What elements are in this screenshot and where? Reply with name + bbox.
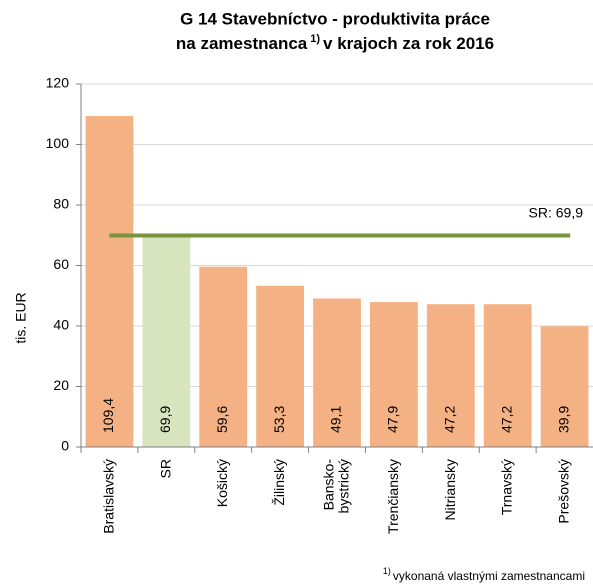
x-tick-label-line: SR [157,459,173,478]
bar [313,298,361,447]
value-label: 47,2 [498,406,514,433]
value-label: 39,9 [555,406,571,433]
title-superscript: 1) [310,33,320,45]
y-tick-label: 80 [53,196,69,212]
y-tick-label: 100 [46,135,70,151]
footnote-marker: 1) [383,566,391,576]
bar [369,302,418,447]
x-tick-label: Trenčiansky [385,459,401,534]
bar [199,266,248,447]
value-label: 59,6 [214,406,230,433]
bar [142,235,191,447]
chart-title-line1: G 14 Stavebníctvo - produktivita práce [180,9,490,28]
x-tick-label-line: Žilinský [271,459,287,506]
bar [426,304,475,447]
bar [483,304,532,447]
value-label: 47,9 [385,406,401,433]
footnote: 1) vykonaná vlastnými zamestnancami [383,566,585,583]
x-tick-label: Prešovský [555,459,571,524]
reference-label: SR: 69,9 [529,204,584,220]
x-tick-label-line: Trenčiansky [385,459,401,534]
x-tick-label-line: Bansko- [320,459,336,511]
title-part: na zamestnanca [176,34,308,53]
x-tick-label-line: Košický [214,459,230,507]
bar [256,285,305,447]
y-tick-label: 120 [46,75,70,91]
y-tick-label: 40 [53,317,69,333]
bar [540,326,589,447]
x-tick-label-line: Bratislavský [100,459,116,534]
y-tick-label: 20 [53,377,69,393]
value-label: 53,3 [271,406,287,433]
x-tick-label-line: Trnavský [498,459,514,515]
x-tick-label-line: Prešovský [555,459,571,524]
x-tick-label-line: Nitriansky [441,459,457,520]
x-tick-label: SR [157,459,173,478]
y-axis-label: tis. EUR [13,292,29,343]
y-tick-label: 60 [53,256,69,272]
title-part: v krajoch za rok 2016 [323,34,494,53]
x-tick-label: Trnavský [498,459,514,515]
x-tick-label-line: bystrický [335,459,351,513]
value-label: 49,1 [328,406,344,433]
bar [85,116,134,447]
value-label: 47,2 [441,406,457,433]
x-tick-label: Bansko-bystrický [320,459,351,514]
x-tick-label: Nitriansky [441,459,457,520]
x-tick-label: Košický [214,459,230,507]
x-tick-label: Bratislavský [100,459,116,534]
footnote-text: vykonaná vlastnými zamestnancami [393,569,585,583]
value-label: 69,9 [157,406,173,433]
y-tick-label: 0 [61,438,69,454]
value-label: 109,4 [100,398,116,433]
chart-title-line2: na zamestnanca 1) v krajoch za rok 2016 [176,33,494,54]
x-tick-label: Žilinský [271,459,287,506]
